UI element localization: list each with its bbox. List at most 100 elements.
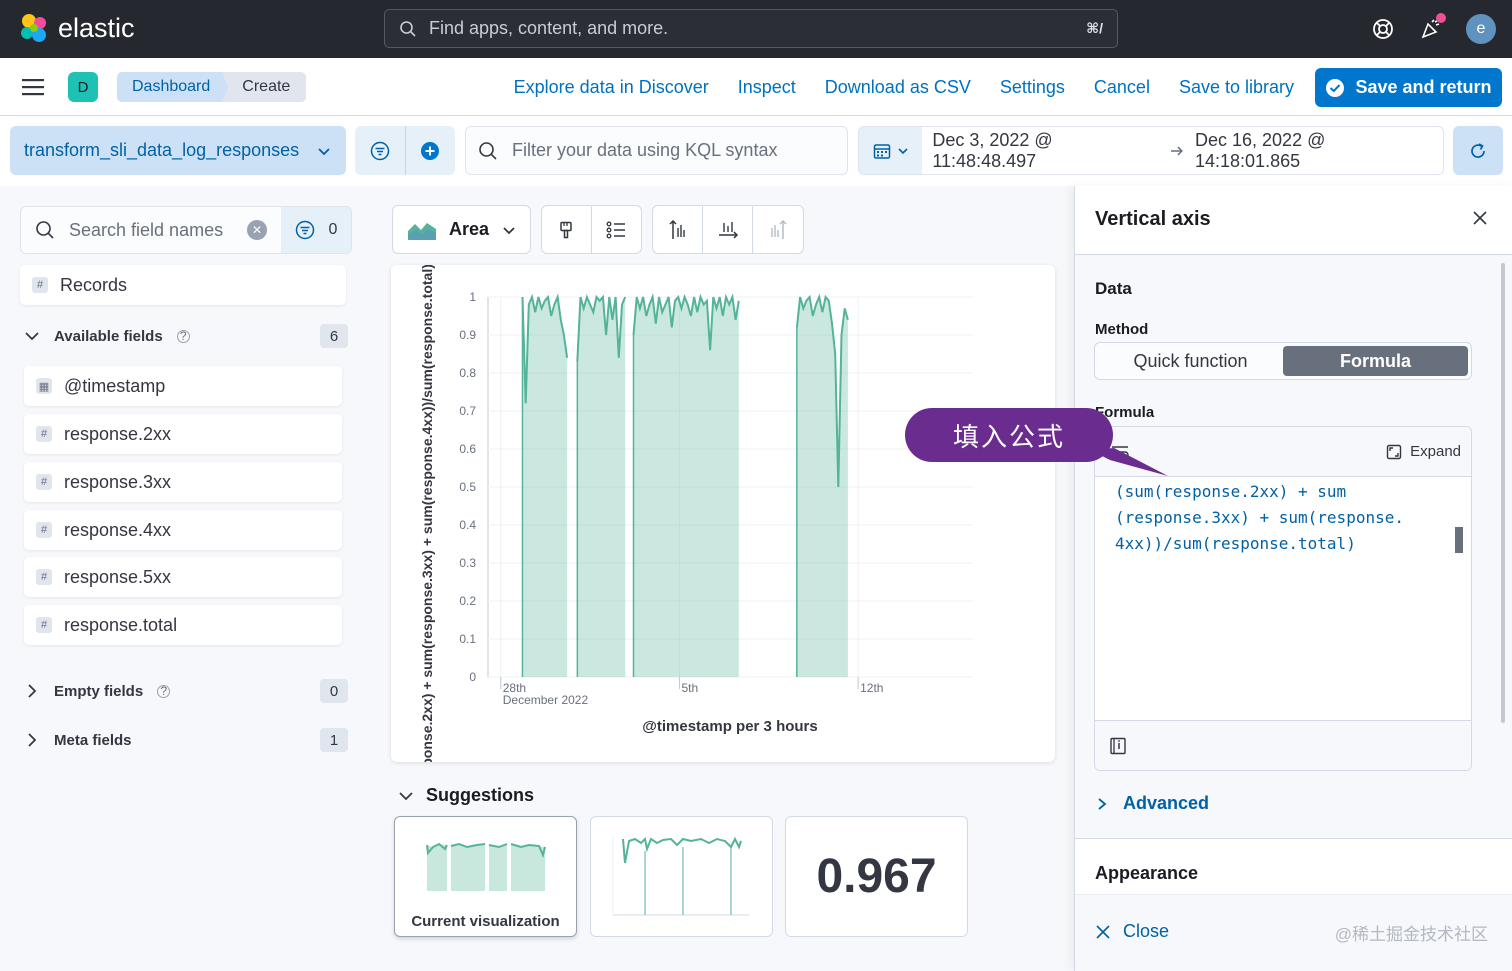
metric-value: 0.967 [816, 850, 937, 903]
legend-icon[interactable] [592, 206, 642, 253]
suggestion-current[interactable]: Current visualization [394, 816, 577, 937]
field-filter-button[interactable]: 0 [281, 207, 351, 253]
dataview-selector[interactable]: transform_sli_data_log_responses [10, 126, 346, 175]
empty-fields-label: Empty fields [54, 682, 144, 700]
quick-date-menu[interactable] [859, 127, 923, 174]
global-search-placeholder: Find apps, content, and more. [429, 18, 669, 38]
area-line [521, 293, 569, 404]
search-icon [36, 221, 54, 239]
refresh-button[interactable] [1453, 126, 1503, 175]
style-toolbar [541, 205, 642, 254]
y-tick-label: 0.7 [459, 404, 476, 418]
chevron-right-icon [1098, 797, 1107, 810]
number-field-icon: # [36, 426, 52, 442]
user-avatar[interactable]: e [1466, 14, 1496, 44]
save-to-library-link[interactable]: Save to library [1178, 76, 1294, 97]
field-response-5xx[interactable]: # response.5xx [24, 557, 342, 597]
chevron-right-icon [28, 733, 37, 747]
formula-text[interactable]: (sum(response.2xx) + sum (response.3xx) … [1115, 482, 1404, 553]
y-tick-label: 0 [469, 670, 476, 684]
area-fill [633, 297, 739, 677]
menu-icon[interactable] [22, 77, 46, 97]
field-search[interactable]: Search field names ✕ 0 [20, 206, 352, 254]
breadcrumb: Dashboard Create [117, 72, 307, 102]
elastic-logo[interactable]: elastic [18, 12, 135, 44]
data-section-title: Data [1095, 279, 1132, 298]
elastic-logo-icon [21, 14, 46, 42]
check-circle-icon [1326, 78, 1345, 97]
empty-fields-header[interactable]: Empty fields ? 0 [24, 678, 348, 704]
kql-input[interactable]: Filter your data using KQL syntax [465, 126, 848, 175]
end-date[interactable]: Dec 16, 2022 @ 14:18:01.865 [1195, 129, 1326, 171]
help-icon[interactable] [1370, 16, 1396, 42]
field-response-4xx[interactable]: # response.4xx [24, 510, 342, 550]
field-response-total[interactable]: # response.total [24, 605, 342, 645]
start-date[interactable]: Dec 3, 2022 @ 11:48:48.497 [932, 129, 1053, 171]
field-response-2xx[interactable]: # response.2xx [24, 414, 342, 454]
add-filter-icon[interactable] [406, 126, 456, 175]
help-icon[interactable]: ? [157, 684, 171, 698]
number-field-icon: # [32, 277, 48, 293]
suggestion-line[interactable] [590, 816, 773, 937]
field-response-3xx[interactable]: # response.3xx [24, 462, 342, 502]
download-csv-link[interactable]: Download as CSV [824, 76, 971, 97]
close-icon[interactable] [1472, 210, 1488, 231]
calendar-icon [873, 143, 890, 159]
save-and-return-label: Save and return [1355, 77, 1492, 97]
field-search-placeholder: Search field names [69, 219, 224, 240]
y-tick-label: 0.6 [459, 442, 476, 456]
clear-icon[interactable]: ✕ [247, 220, 267, 240]
news-feed-icon[interactable] [1418, 13, 1446, 42]
left-axis-icon[interactable] [653, 206, 703, 253]
explore-discover-link[interactable]: Explore data in Discover [513, 76, 709, 97]
flyout-scrollbar[interactable] [1501, 263, 1505, 723]
suggestion-area-thumbnail [426, 842, 546, 891]
chevron-down-icon [25, 332, 39, 341]
y-tick-label: 0.1 [459, 632, 476, 646]
inspect-link[interactable]: Inspect [737, 76, 796, 97]
chart-type-switcher[interactable]: Area [392, 205, 531, 254]
expand-button[interactable]: Expand [1386, 443, 1461, 460]
breadcrumb-dashboard[interactable]: Dashboard [117, 72, 229, 102]
y-axis-label: (sum(response.2xx) + sum(response.3xx) +… [419, 265, 435, 762]
global-header: elastic Find apps, content, and more. ⌘/… [0, 0, 1512, 58]
field-records[interactable]: # Records [20, 265, 346, 305]
dataview-name: transform_sli_data_log_responses [24, 140, 300, 160]
available-fields-count: 6 [320, 324, 348, 348]
appearance-section: Appearance [1075, 838, 1512, 894]
formula-option[interactable]: Formula [1283, 346, 1468, 376]
paintbrush-icon[interactable] [542, 206, 592, 253]
area-chart[interactable]: 0 0.1 0.2 0.3 0.4 0.5 0.6 0.7 0.8 0.9 1 28thDecemb… [391, 264, 1055, 826]
bottom-axis-icon[interactable] [703, 206, 753, 253]
formula-editor: Expand (sum(response.2xx) + sum (respons… [1094, 426, 1472, 771]
meta-fields-header[interactable]: Meta fields 1 [24, 727, 348, 753]
documentation-icon[interactable] [1109, 737, 1127, 755]
field-label: Records [60, 274, 128, 295]
area-fill [522, 297, 568, 677]
filter-menu-icon[interactable] [355, 126, 406, 175]
save-and-return-button[interactable]: Save and return [1315, 68, 1502, 107]
field-timestamp[interactable]: ▦ @timestamp [24, 366, 342, 406]
expand-label: Expand [1410, 443, 1461, 460]
available-fields-header[interactable]: Available fields ? 6 [24, 323, 348, 349]
settings-link[interactable]: Settings [999, 76, 1065, 97]
quick-function-option[interactable]: Quick function [1133, 350, 1248, 371]
query-buttons [355, 126, 455, 175]
suggestion-metric[interactable]: 0.967 [785, 816, 968, 937]
cancel-link[interactable]: Cancel [1093, 76, 1150, 97]
search-icon [400, 20, 416, 37]
y-tick-label: 0.9 [459, 328, 476, 342]
advanced-toggle[interactable]: Advanced [1095, 793, 1209, 814]
chevron-down-icon [898, 147, 908, 154]
chevron-down-icon [399, 791, 413, 800]
space-badge[interactable]: D [68, 72, 98, 102]
suggestions-toggle[interactable]: Suggestions [398, 785, 534, 806]
brand-name: elastic [58, 12, 135, 43]
area-fill [577, 297, 626, 677]
y-tick-label: 0.2 [459, 594, 476, 608]
global-search-input[interactable]: Find apps, content, and more. ⌘/ [384, 9, 1118, 48]
close-button[interactable]: Close [1095, 921, 1169, 942]
editor-scrollbar[interactable] [1455, 527, 1463, 553]
help-icon[interactable]: ? [176, 329, 190, 343]
y-tick-label: 0.5 [459, 480, 476, 494]
